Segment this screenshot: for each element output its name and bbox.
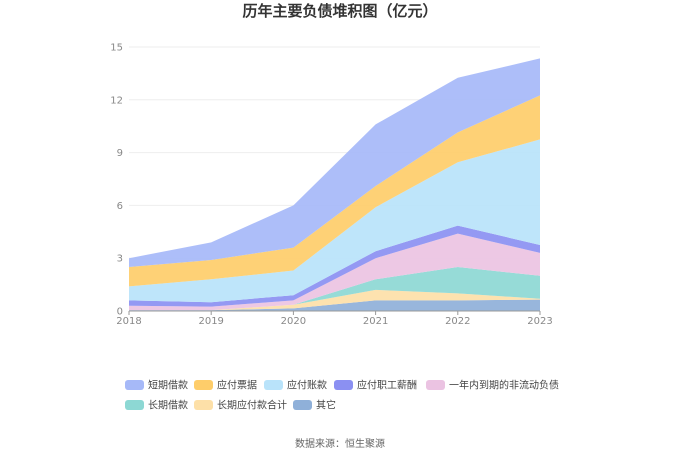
legend-label: 应付账款: [287, 379, 327, 392]
legend-swatch: [125, 380, 144, 390]
legend-swatch: [194, 380, 213, 390]
data-source: 数据来源：恒生聚源: [295, 437, 385, 450]
legend-label: 其它: [316, 399, 336, 412]
legend-item: 应付票据: [194, 379, 257, 392]
legend-swatch: [426, 380, 445, 390]
y-tick-label: 9: [117, 148, 123, 159]
x-tick-label: 2020: [281, 316, 306, 327]
legend-swatch: [125, 400, 144, 410]
area-series-5: [129, 139, 540, 303]
x-tick-label: 2023: [527, 316, 552, 327]
legend-label: 一年内到期的非流动负债: [449, 379, 559, 392]
area-series-7: [129, 58, 540, 268]
area-series: [129, 58, 540, 311]
y-tick-label: 12: [110, 95, 123, 106]
x-tick-label: 2021: [363, 316, 388, 327]
legend-swatch: [293, 400, 312, 410]
area-series-0: [129, 299, 540, 311]
y-tick-label: 0: [117, 307, 123, 318]
legend-item: 长期应付款合计: [194, 399, 287, 412]
legend-item: 应付账款: [264, 379, 327, 392]
area-series-3: [129, 233, 540, 311]
y-tick-label: 3: [117, 254, 123, 265]
legend-item: 短期借款: [125, 379, 188, 392]
legend-swatch: [264, 380, 283, 390]
y-tick-label: 6: [117, 201, 123, 212]
legend-label: 长期借款: [148, 399, 188, 412]
y-tick-label: 15: [110, 43, 123, 54]
legend-label: 短期借款: [148, 379, 188, 392]
legend-label: 应付职工薪酬: [357, 379, 417, 392]
chart-title: 历年主要负债堆积图（亿元）: [242, 2, 437, 20]
legend-item: 其它: [293, 399, 336, 412]
legend-item: 应付职工薪酬: [334, 379, 417, 392]
area-series-2: [129, 267, 540, 311]
x-tick-label: 2018: [116, 316, 141, 327]
legend-label: 长期应付款合计: [217, 399, 287, 412]
area-series-6: [129, 95, 540, 287]
x-tick-label: 2022: [445, 316, 470, 327]
legend-item: 一年内到期的非流动负债: [426, 379, 559, 392]
legend-label: 应付票据: [217, 379, 257, 392]
axes: 0 3 6 9 12 15 2018 2019 2020 2021 2022 2023: [110, 43, 552, 328]
x-tick-label: 2019: [198, 316, 223, 327]
legend-item: 长期借款: [125, 399, 188, 412]
legend-swatch: [194, 400, 213, 410]
area-series-1: [129, 289, 540, 311]
legend-swatch: [334, 380, 353, 390]
